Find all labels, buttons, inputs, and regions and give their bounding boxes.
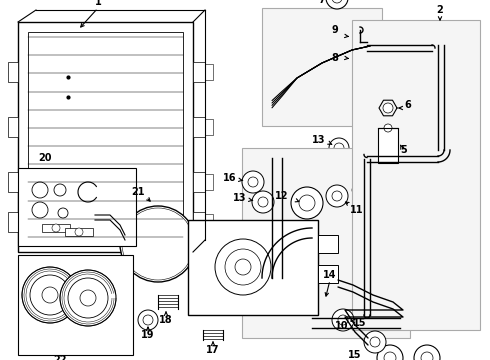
Bar bbox=[370, 32, 378, 42]
Bar bbox=[8, 117, 18, 137]
Bar bbox=[205, 174, 213, 190]
Circle shape bbox=[68, 278, 108, 318]
Text: 15: 15 bbox=[348, 350, 362, 360]
Circle shape bbox=[235, 259, 251, 275]
Circle shape bbox=[128, 214, 188, 274]
Text: 6: 6 bbox=[405, 100, 412, 110]
Bar bbox=[262, 8, 382, 126]
Text: 11: 11 bbox=[350, 205, 364, 215]
Text: 17: 17 bbox=[206, 345, 220, 355]
Circle shape bbox=[338, 315, 348, 325]
Text: 2: 2 bbox=[437, 5, 443, 15]
Bar bbox=[242, 148, 410, 338]
Circle shape bbox=[32, 182, 48, 198]
Text: 13: 13 bbox=[312, 135, 326, 145]
Bar bbox=[352, 30, 370, 44]
Text: 16: 16 bbox=[223, 173, 237, 183]
Circle shape bbox=[30, 275, 70, 315]
Bar bbox=[205, 64, 213, 80]
Circle shape bbox=[215, 239, 271, 295]
Text: 14: 14 bbox=[323, 270, 337, 280]
Bar bbox=[42, 224, 70, 232]
Circle shape bbox=[291, 187, 323, 219]
Bar bbox=[28, 32, 183, 242]
Text: 9: 9 bbox=[332, 25, 339, 35]
Bar bbox=[18, 168, 136, 246]
Bar bbox=[193, 62, 205, 82]
Circle shape bbox=[384, 352, 396, 360]
Circle shape bbox=[326, 185, 348, 207]
Text: 19: 19 bbox=[141, 330, 155, 340]
Circle shape bbox=[370, 337, 380, 347]
Text: 10: 10 bbox=[335, 321, 349, 331]
Circle shape bbox=[368, 185, 378, 195]
Bar bbox=[8, 172, 18, 192]
Circle shape bbox=[146, 232, 170, 256]
Bar bbox=[318, 265, 338, 283]
Text: 20: 20 bbox=[38, 153, 52, 163]
Circle shape bbox=[143, 315, 153, 325]
Circle shape bbox=[377, 345, 403, 360]
Circle shape bbox=[258, 197, 268, 207]
Circle shape bbox=[60, 270, 116, 326]
Circle shape bbox=[32, 202, 48, 218]
Circle shape bbox=[132, 218, 184, 270]
Circle shape bbox=[326, 0, 348, 9]
Text: 21: 21 bbox=[131, 187, 145, 197]
Bar bbox=[205, 214, 213, 230]
Circle shape bbox=[332, 0, 342, 3]
Circle shape bbox=[332, 191, 342, 201]
Text: 5: 5 bbox=[401, 145, 407, 155]
Circle shape bbox=[54, 184, 66, 196]
Circle shape bbox=[248, 177, 258, 187]
Circle shape bbox=[80, 290, 96, 306]
Circle shape bbox=[125, 211, 191, 277]
Circle shape bbox=[120, 206, 196, 282]
Circle shape bbox=[138, 310, 158, 330]
Circle shape bbox=[421, 352, 433, 360]
Circle shape bbox=[42, 287, 58, 303]
Circle shape bbox=[360, 185, 370, 195]
Circle shape bbox=[384, 124, 392, 132]
Circle shape bbox=[252, 191, 274, 213]
Circle shape bbox=[22, 267, 78, 323]
Circle shape bbox=[332, 309, 354, 331]
Circle shape bbox=[52, 224, 60, 232]
Bar bbox=[352, 52, 370, 66]
Text: 22: 22 bbox=[53, 355, 67, 360]
Text: 18: 18 bbox=[159, 315, 173, 325]
Bar bbox=[18, 255, 133, 355]
Text: 13: 13 bbox=[233, 193, 247, 203]
Circle shape bbox=[352, 185, 362, 195]
Bar bbox=[205, 119, 213, 135]
Bar bbox=[193, 117, 205, 137]
Bar bbox=[188, 220, 318, 315]
Bar bbox=[193, 212, 205, 232]
Text: 7: 7 bbox=[318, 0, 325, 5]
Text: 12: 12 bbox=[275, 191, 289, 201]
Bar bbox=[370, 54, 378, 64]
Circle shape bbox=[329, 138, 349, 158]
Text: 15: 15 bbox=[353, 318, 367, 328]
Bar bbox=[18, 22, 193, 252]
Circle shape bbox=[122, 208, 194, 280]
Circle shape bbox=[334, 143, 344, 153]
Circle shape bbox=[225, 249, 261, 285]
Circle shape bbox=[242, 171, 264, 193]
Bar bbox=[8, 62, 18, 82]
Bar bbox=[8, 212, 18, 232]
Circle shape bbox=[414, 345, 440, 360]
Circle shape bbox=[383, 103, 393, 113]
Text: 8: 8 bbox=[332, 53, 339, 63]
Text: 1: 1 bbox=[95, 0, 101, 7]
Circle shape bbox=[364, 331, 386, 353]
Circle shape bbox=[58, 208, 68, 218]
Circle shape bbox=[75, 228, 83, 236]
Circle shape bbox=[299, 195, 315, 211]
Bar bbox=[318, 235, 338, 253]
Bar bbox=[378, 128, 398, 163]
Bar bbox=[352, 20, 480, 330]
Bar bbox=[193, 172, 205, 192]
Bar bbox=[65, 228, 93, 236]
